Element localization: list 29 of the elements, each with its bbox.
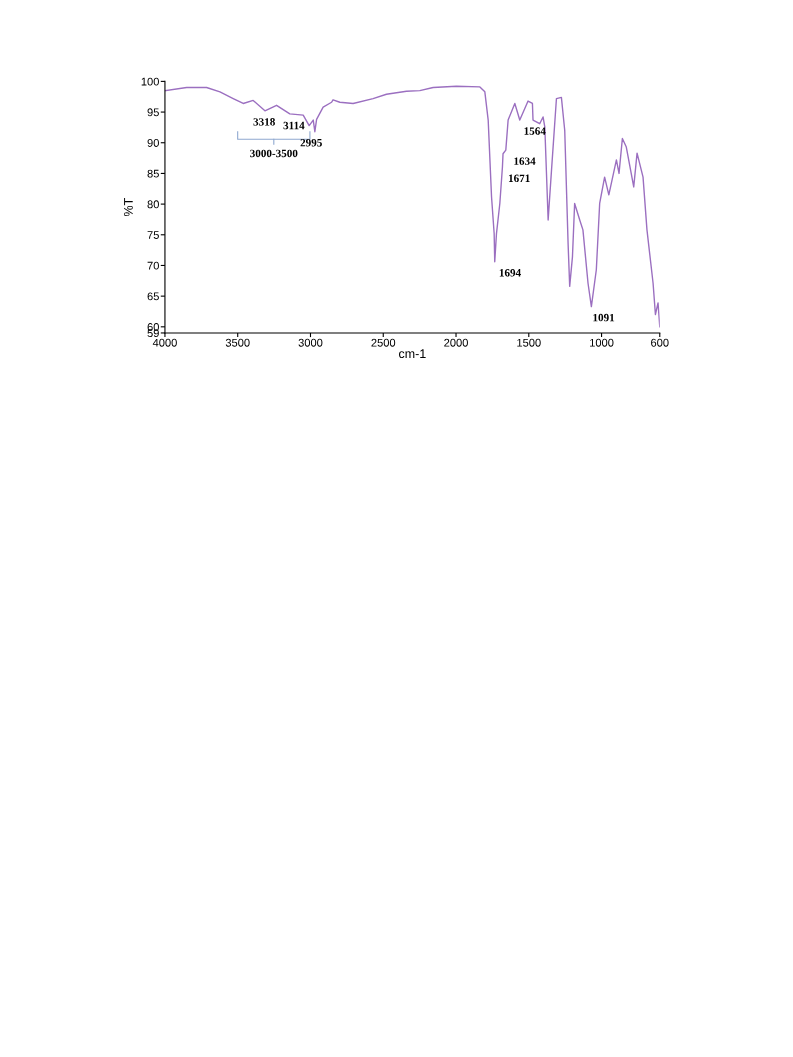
annotation: 1091 bbox=[593, 313, 615, 322]
annotation: 3318 bbox=[253, 118, 275, 126]
y-tick-label: 100 bbox=[141, 77, 159, 86]
x-tick-label: 3500 bbox=[225, 338, 250, 347]
y-tick-label: 90 bbox=[147, 139, 159, 147]
x-tick-label: 3000 bbox=[298, 338, 323, 347]
x-tick-label: 2500 bbox=[371, 338, 396, 347]
x-tick-label: 4000 bbox=[152, 338, 177, 347]
y-tick-label: 95 bbox=[147, 108, 159, 117]
y-tick-label: 75 bbox=[147, 231, 159, 239]
x-tick-label: 1000 bbox=[590, 338, 614, 347]
x-tick-label: 600 bbox=[651, 338, 669, 347]
y-axis-title: %T bbox=[124, 198, 133, 217]
annotation: 1694 bbox=[499, 269, 521, 277]
annotation: 1564 bbox=[524, 127, 546, 135]
annotation: 2995 bbox=[300, 139, 322, 147]
y-tick-label: 65 bbox=[147, 292, 159, 301]
annotation: 3000-3500 bbox=[250, 149, 298, 158]
annotation: 1634 bbox=[514, 157, 536, 165]
x-axis-title: cm-1 bbox=[399, 349, 426, 359]
y-tick-label: 70 bbox=[147, 261, 159, 270]
x-tick-label: 2000 bbox=[444, 338, 468, 347]
y-tick-label: 85 bbox=[147, 169, 159, 178]
annotation: 3114 bbox=[283, 121, 305, 130]
annotation: 1671 bbox=[508, 174, 530, 183]
x-tick-label: 1500 bbox=[517, 338, 541, 347]
y-tick-label: 60 bbox=[147, 323, 159, 331]
y-tick-label: 80 bbox=[147, 200, 159, 209]
y-tick-label: 59 bbox=[147, 329, 159, 338]
